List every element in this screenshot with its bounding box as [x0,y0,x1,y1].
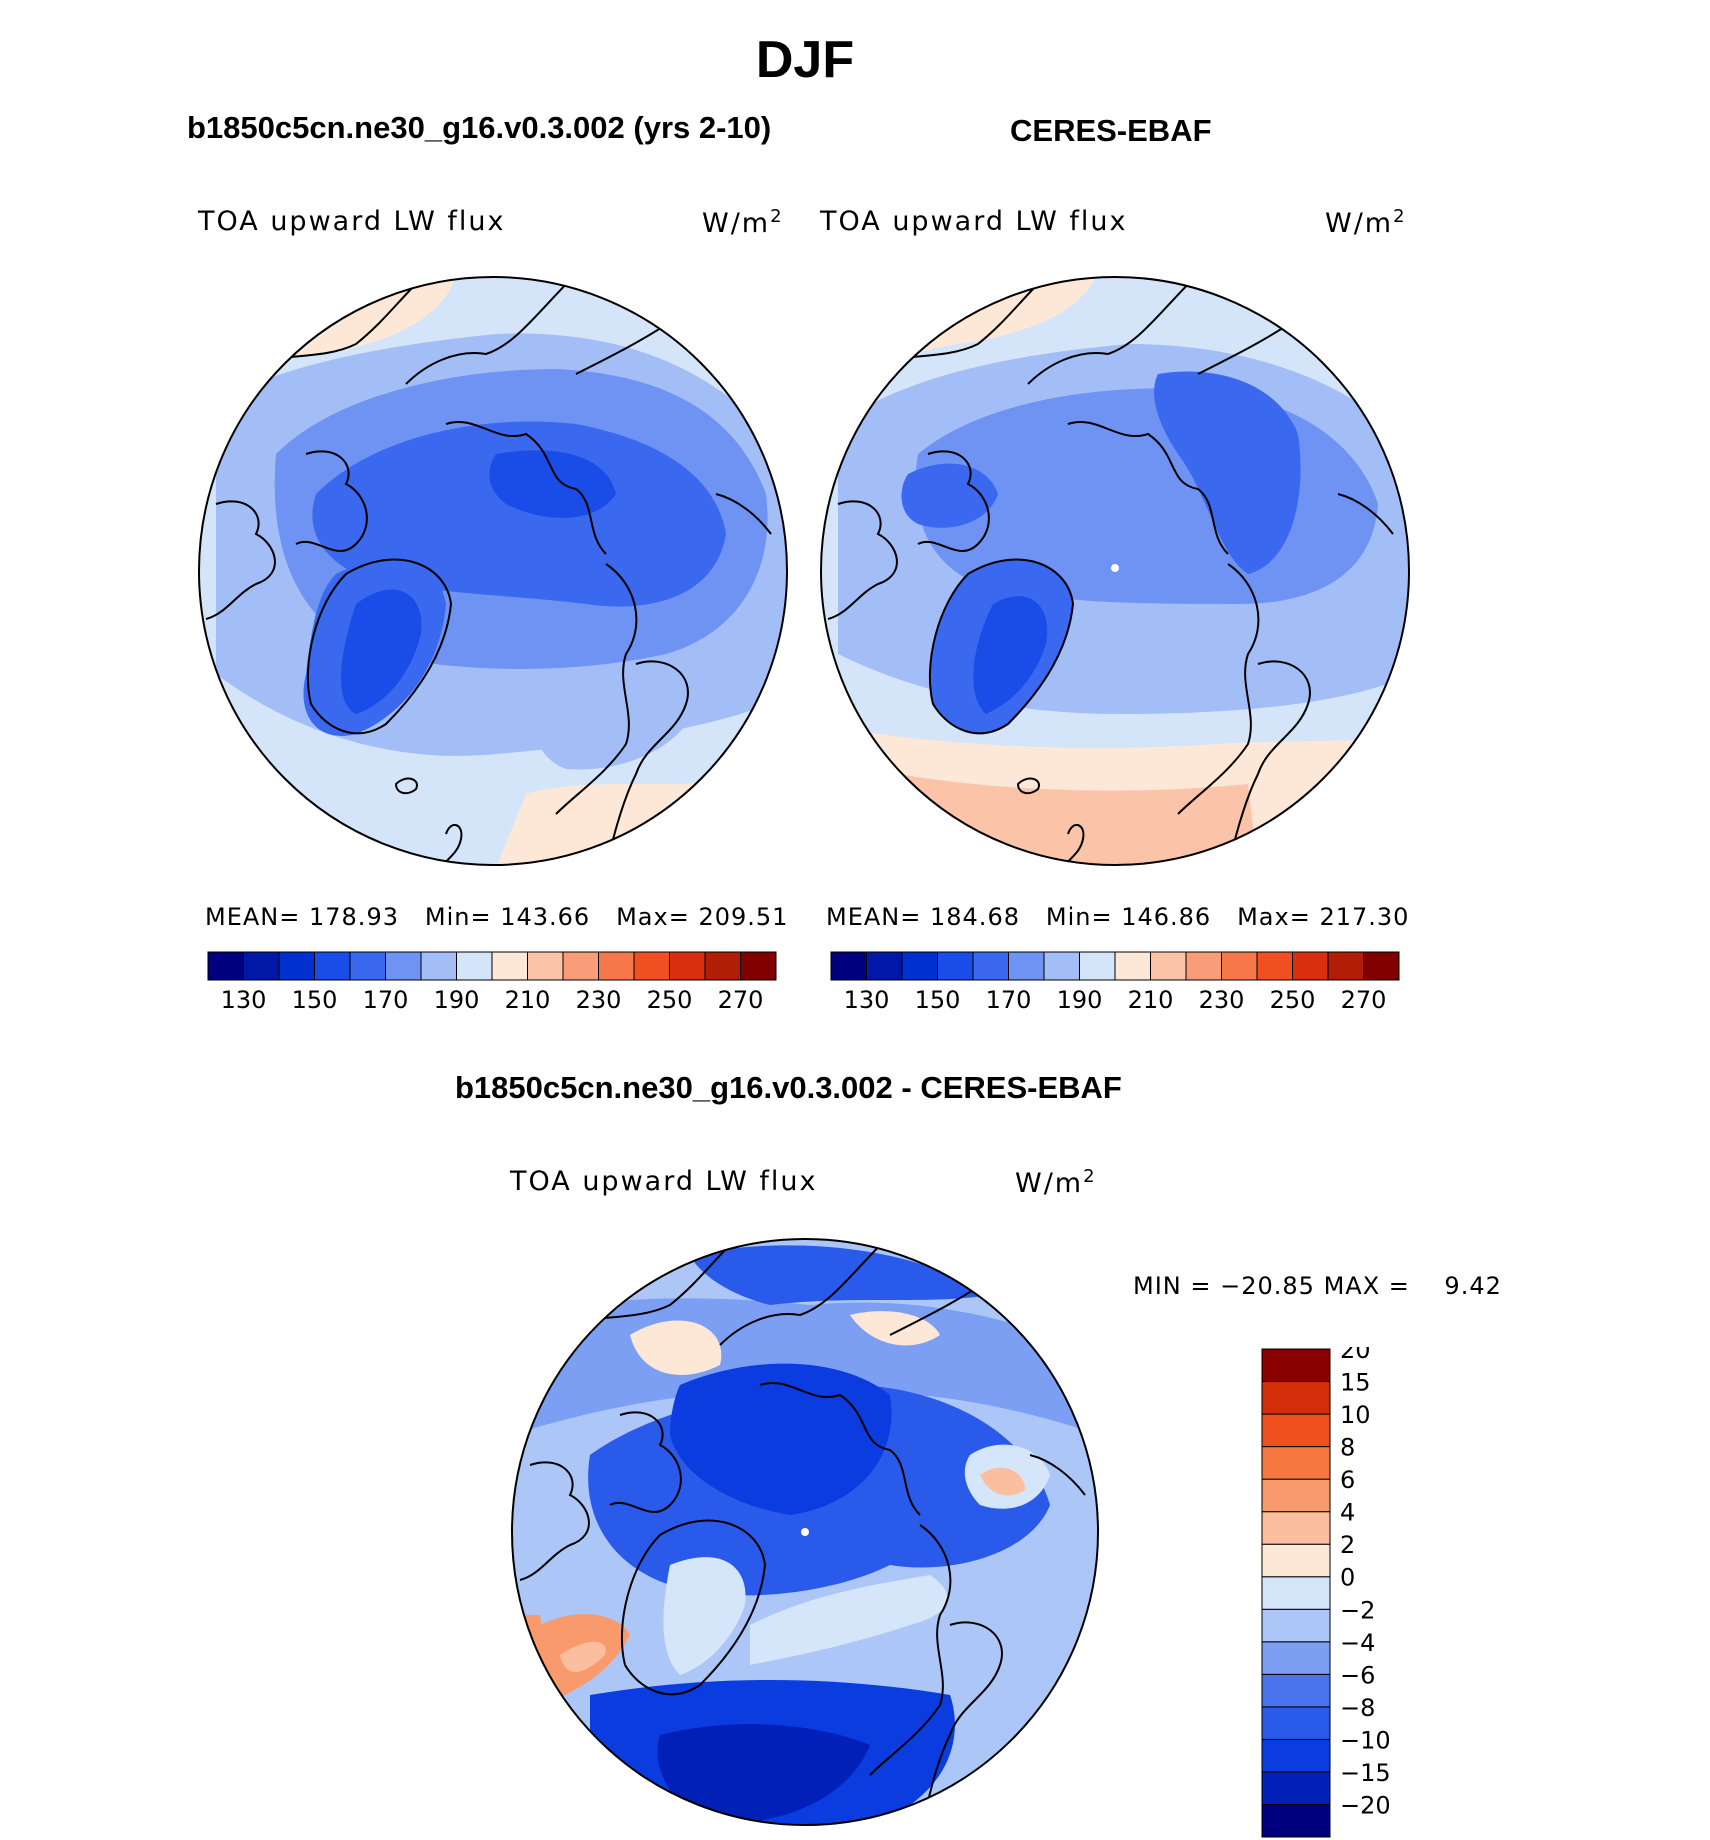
panel1-colorbar-tick-label: 250 [647,986,693,1010]
panel2-colorbar-swatch-8 [1114,951,1151,981]
diff-colorbar-tick-label: −15 [1340,1759,1391,1787]
panel2-colorbar-tick-label: 190 [1057,986,1103,1010]
panel2-colorbar-swatch-13 [1292,951,1329,981]
diff-colorbar-swatch-13 [1261,1381,1331,1415]
diff-colorbar-tick-label: 10 [1340,1401,1371,1429]
figure-title: DJF [755,31,855,89]
panel1-colorbar-tick-label: 170 [363,986,409,1010]
panel1-colorbar-tick-label: 130 [221,986,267,1010]
panel1-colorbar-swatch-4 [349,951,386,981]
diff-colorbar-tick-label: 15 [1340,1369,1371,1397]
diff-colorbar-tick-label: 8 [1340,1434,1355,1462]
diff-colorbar-tick-label: 2 [1340,1531,1355,1559]
diff-colorbar-tick-label: −6 [1340,1661,1375,1689]
diff-units-label: W/m2 [1015,1166,1097,1199]
diff-colorbar-swatch-5 [1261,1641,1331,1675]
diff-colorbar-tick-label: −8 [1340,1694,1375,1722]
panel1-colorbar-swatch-3 [314,951,351,981]
panel1-colorbar-swatch-12 [633,951,670,981]
diff-panel-header: b1850c5cn.ne30_g16.v0.3.002 - CERES-EBAF [455,1070,1122,1105]
diff-colorbar-swatch-14 [1261,1348,1331,1383]
panel1-colorbar-swatch-15 [740,951,777,981]
panel1-colorbar-swatch-7 [456,951,493,981]
panel2-colorbar-swatch-15 [1363,951,1400,981]
diff-colorbar-tick-label: 4 [1340,1499,1355,1527]
panel2-colorbar-swatch-5 [1008,951,1045,981]
difference-polar-map [511,1238,1099,1826]
observation-polar-map [820,276,1410,866]
panel2-colorbar-tick-label: 150 [915,986,961,1010]
panel1-colorbar: 130 150 170 190 210 230 250 270 [207,951,777,1010]
panel1-colorbar-swatch-13 [669,951,706,981]
panel1-colorbar-swatch-8 [491,951,528,981]
panel1-colorbar-swatch-0 [207,951,244,981]
panel2-colorbar-swatch-1 [866,951,903,981]
diff-colorbar-swatch-10 [1261,1478,1331,1513]
panel1-colorbar-swatch-5 [385,951,422,981]
panel2-colorbar-swatch-14 [1327,951,1364,981]
panel2-colorbar-swatch-6 [1043,951,1080,981]
panel2-colorbar-swatch-0 [830,951,867,981]
panel2-colorbar-swatch-10 [1185,951,1222,981]
panel1-colorbar-tick-label: 210 [505,986,551,1010]
panel2-colorbar-swatch-3 [937,951,974,981]
panel2-colorbar-tick-label: 130 [844,986,890,1010]
diff-colorbar-swatch-4 [1261,1673,1331,1708]
diff-colorbar-tick-label: −2 [1340,1596,1375,1624]
panel2-colorbar: 130 150 170 190 210 230 250 270 [830,951,1400,1010]
diff-colorbar-tick-label: 0 [1340,1564,1355,1592]
panel2-colorbar-swatch-9 [1150,951,1187,981]
panel1-colorbar-swatch-2 [278,951,315,981]
diff-colorbar-tick-label: 6 [1340,1466,1355,1494]
diff-variable-label: TOA upward LW flux [510,1166,818,1197]
diff-colorbar-swatch-6 [1261,1608,1331,1643]
panel1-colorbar-tick-label: 150 [292,986,338,1010]
diff-colorbar-swatch-11 [1261,1446,1331,1480]
panel1-colorbar-tick-label: 190 [434,986,480,1010]
diff-colorbar-swatch-3 [1261,1706,1331,1740]
panel1-units-label: W/m2 [702,206,784,239]
panel2-colorbar-swatch-2 [901,951,938,981]
panel1-colorbar-swatch-9 [527,951,564,981]
diff-colorbar-swatch-9 [1261,1511,1331,1545]
panel2-colorbar-swatch-11 [1221,951,1258,981]
panel2-colorbar-tick-label: 230 [1199,986,1245,1010]
diff-colorbar-swatch-1 [1261,1771,1331,1805]
diff-colorbar-swatch-12 [1261,1413,1331,1448]
diff-colorbar-tick-label: 20 [1340,1347,1371,1364]
panel1-colorbar-swatch-14 [704,951,741,981]
panel1-variable-label: TOA upward LW flux [198,206,506,237]
panel2-colorbar-tick-label: 270 [1341,986,1387,1010]
diff-colorbar-swatch-7 [1261,1576,1331,1610]
panel1-colorbar-tick-label: 230 [576,986,622,1010]
panel2-colorbar-tick-label: 170 [986,986,1032,1010]
diff-colorbar-swatch-0 [1261,1803,1331,1838]
panel1-colorbar-swatch-10 [562,951,599,981]
panel1-header: b1850c5cn.ne30_g16.v0.3.002 (yrs 2-10) [187,110,772,145]
panel2-units-label: W/m2 [1325,206,1407,239]
panel1-colorbar-swatch-11 [598,951,635,981]
diff-colorbar-tick-label: −10 [1340,1726,1391,1754]
panel2-colorbar-swatch-12 [1256,951,1293,981]
panel2-header: CERES-EBAF [1010,113,1212,148]
panel2-colorbar-swatch-4 [972,951,1009,981]
panel2-colorbar-tick-label: 250 [1270,986,1316,1010]
diff-colorbar-swatch-8 [1261,1543,1331,1578]
model-polar-map [198,276,788,866]
panel1-colorbar-swatch-6 [420,951,457,981]
panel1-colorbar-swatch-1 [243,951,280,981]
panel1-colorbar-tick-label: 270 [718,986,764,1010]
panel1-stats: MEAN= 178.93 Min= 143.66 Max= 209.51 [205,903,789,931]
diff-stats: MIN = −20.85 MAX = 9.42 [1133,1272,1502,1300]
panel2-stats: MEAN= 184.68 Min= 146.86 Max= 217.30 [826,903,1410,931]
diff-colorbar-tick-label: −20 [1340,1791,1391,1819]
panel2-variable-label: TOA upward LW flux [820,206,1128,237]
panel2-colorbar-swatch-7 [1079,951,1116,981]
diff-colorbar-swatch-2 [1261,1738,1331,1773]
panel2-colorbar-tick-label: 210 [1128,986,1174,1010]
diff-colorbar-tick-label: −4 [1340,1629,1375,1657]
